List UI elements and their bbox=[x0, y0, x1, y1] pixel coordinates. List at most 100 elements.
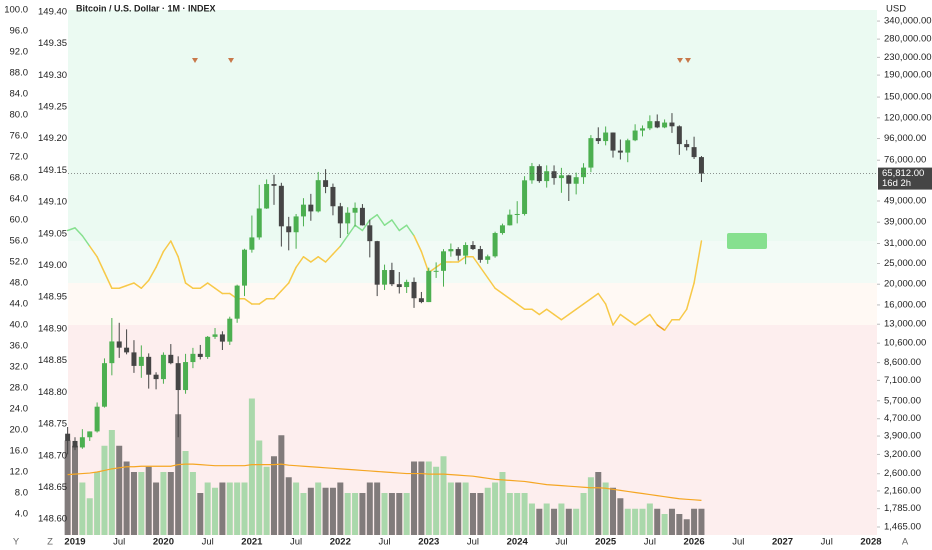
oscillator-segment bbox=[324, 253, 334, 263]
candle-body bbox=[625, 140, 631, 153]
y2-tick-label: 28.0 bbox=[10, 383, 29, 394]
oscillator-segment bbox=[494, 287, 504, 295]
oscillator-segment bbox=[346, 224, 356, 237]
y2-tick-label: 36.0 bbox=[10, 341, 29, 352]
volume-bar bbox=[79, 482, 86, 535]
candle-body bbox=[374, 241, 380, 285]
volume-bar bbox=[492, 482, 499, 535]
y-tick-label: 230,000.00 bbox=[884, 52, 932, 63]
oscillator-segment bbox=[479, 266, 489, 279]
volume-bar bbox=[189, 472, 196, 535]
y-tick-label: 120,000.00 bbox=[884, 112, 932, 123]
candle-body bbox=[632, 130, 638, 141]
y-tick-label: 3,200.00 bbox=[884, 449, 921, 460]
volume-bar bbox=[381, 493, 388, 535]
x-tick-label: Jul bbox=[290, 537, 302, 548]
oscillator-segment bbox=[280, 282, 290, 292]
x-tick-label: Jul bbox=[644, 537, 656, 548]
candle-body bbox=[455, 249, 461, 256]
oscillator-segment bbox=[509, 298, 518, 305]
volume-bar bbox=[558, 503, 565, 535]
oscillator-segment bbox=[155, 250, 165, 268]
oscillator-segment bbox=[162, 240, 172, 253]
candle-body bbox=[359, 207, 365, 226]
oscillator-segment bbox=[295, 256, 305, 268]
candle-body bbox=[411, 281, 417, 299]
volume-bar bbox=[138, 472, 145, 535]
y2-tick-label: 8.0 bbox=[15, 488, 28, 499]
volume-bar bbox=[698, 508, 705, 535]
oscillator-segment bbox=[663, 319, 673, 331]
candle-body bbox=[300, 204, 306, 217]
volume-bar bbox=[573, 508, 580, 535]
corner-label: Z bbox=[47, 537, 53, 548]
volume-bar bbox=[86, 498, 93, 535]
volume-bar bbox=[447, 482, 454, 535]
zone-band bbox=[68, 283, 877, 325]
candle-body bbox=[588, 138, 594, 168]
y3-tick-label: 148.75 bbox=[38, 419, 67, 430]
oscillator-segment bbox=[81, 235, 91, 247]
y-tick-label: 280,000.00 bbox=[884, 34, 932, 45]
oscillator-segment bbox=[361, 219, 371, 232]
oscillator-segment bbox=[405, 224, 415, 237]
candle-body bbox=[249, 237, 255, 250]
candle-body bbox=[669, 122, 675, 127]
oscillator-segment bbox=[560, 313, 570, 321]
candle-body bbox=[79, 437, 85, 448]
candle-body bbox=[684, 144, 690, 148]
oscillator-segment bbox=[125, 282, 135, 287]
oscillator-segment bbox=[553, 313, 563, 321]
volume-bar bbox=[455, 482, 462, 535]
volume-bar bbox=[565, 508, 572, 535]
y-tick-label: 8,600.00 bbox=[884, 357, 921, 368]
y-tick-label: 39,000.00 bbox=[884, 217, 926, 228]
oscillator-segment bbox=[597, 292, 607, 305]
y2-tick-label: 88.0 bbox=[10, 68, 29, 79]
candle-body bbox=[286, 226, 292, 233]
y-tick-label: 2,600.00 bbox=[884, 468, 921, 479]
y-tick-label: 7,100.00 bbox=[884, 375, 921, 386]
y3-tick-label: 149.25 bbox=[38, 102, 67, 113]
volume-bar bbox=[167, 472, 174, 535]
volume-bar bbox=[130, 472, 137, 535]
candle-body bbox=[124, 347, 130, 353]
volume-bar bbox=[315, 482, 322, 535]
y2-tick-label: 92.0 bbox=[10, 47, 29, 58]
volume-bar bbox=[683, 519, 690, 535]
x-tick-label: 2026 bbox=[684, 537, 705, 548]
candle-body bbox=[566, 175, 572, 184]
oscillator-segment bbox=[273, 290, 283, 300]
y3-tick-label: 149.20 bbox=[38, 133, 67, 144]
x-tick-label: Jul bbox=[378, 537, 390, 548]
y3-tick-label: 149.10 bbox=[38, 197, 67, 208]
candle-body bbox=[418, 298, 424, 303]
oscillator-segment bbox=[66, 227, 76, 232]
candle-body bbox=[175, 363, 181, 391]
candle-body bbox=[573, 177, 579, 184]
candle-body bbox=[595, 138, 601, 142]
volume-bar bbox=[676, 514, 683, 535]
volume-bar bbox=[293, 482, 300, 535]
candle-body bbox=[389, 270, 395, 285]
y-tick-label: 13,000.00 bbox=[884, 319, 926, 330]
price-tag-label: 65,812.00 bbox=[882, 168, 924, 179]
candle-body bbox=[507, 214, 513, 226]
oscillator-segment bbox=[413, 235, 423, 253]
candle-body bbox=[426, 270, 432, 303]
y2-tick-label: 72.0 bbox=[10, 152, 29, 163]
candle-body bbox=[212, 334, 218, 337]
y2-tick-label: 32.0 bbox=[10, 362, 29, 373]
oscillator-segment bbox=[575, 303, 585, 310]
oscillator-segment bbox=[398, 224, 408, 232]
volume-bar bbox=[322, 487, 329, 535]
volume-bar bbox=[617, 498, 624, 535]
oscillator-segment bbox=[619, 313, 629, 321]
candle-body bbox=[448, 249, 454, 252]
oscillator-segment bbox=[568, 308, 577, 316]
y3-tick-label: 149.35 bbox=[38, 38, 67, 49]
corner-label: Y bbox=[13, 537, 20, 548]
volume-bar bbox=[388, 493, 395, 535]
candle-body bbox=[116, 341, 122, 348]
